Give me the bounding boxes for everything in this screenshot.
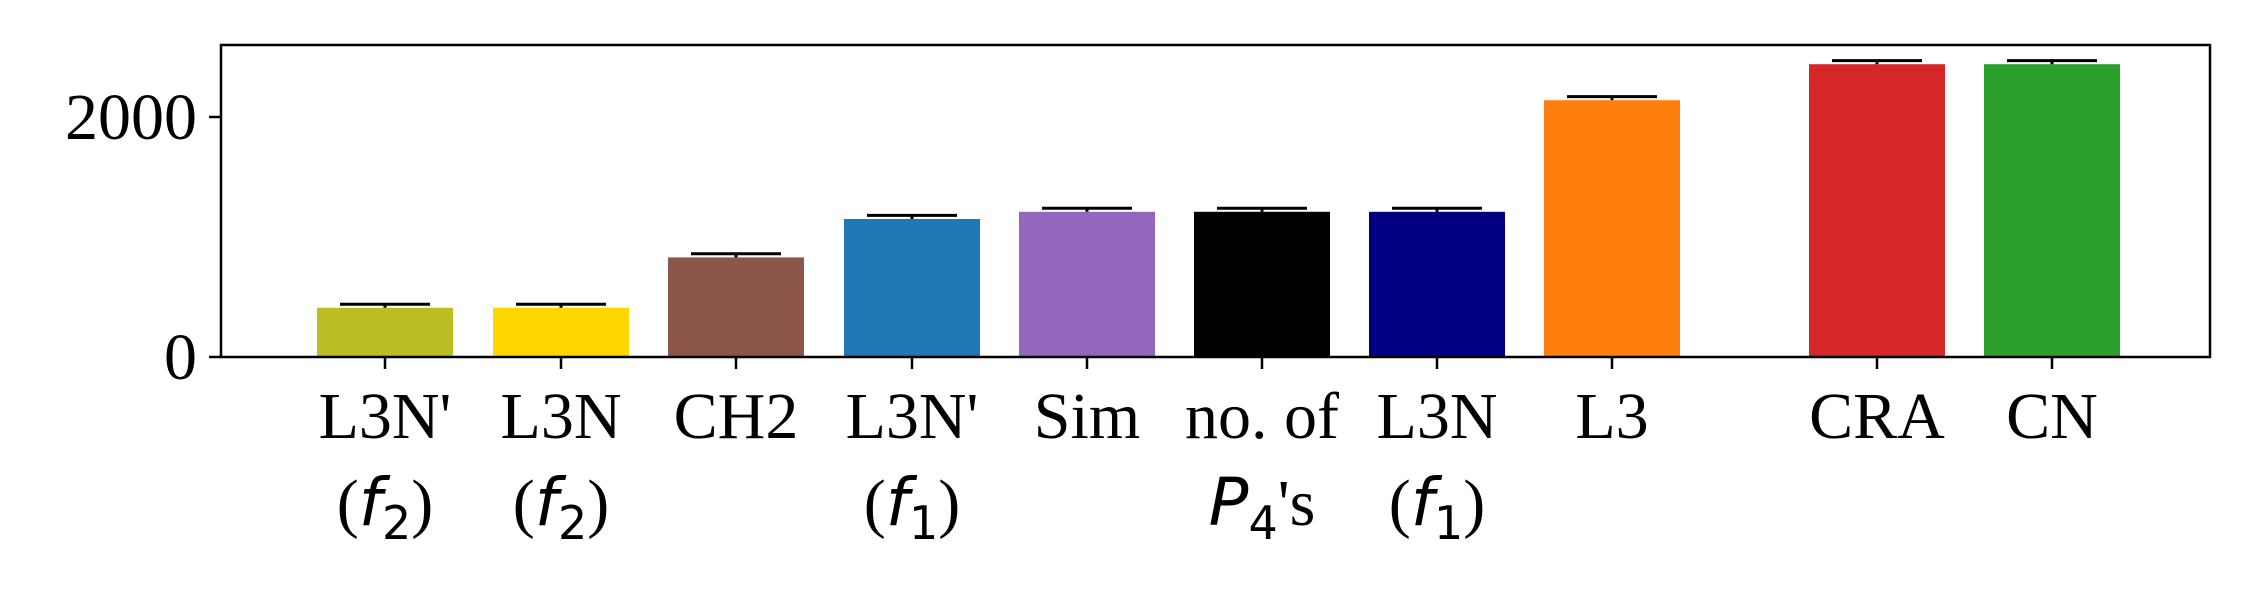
bar-1 bbox=[493, 307, 629, 357]
y-tick-label-1: 2000 bbox=[65, 81, 197, 154]
x-tick-label-7: L3 bbox=[1575, 380, 1648, 453]
x-tick-sublabel-6: (f1) bbox=[1389, 464, 1486, 550]
bar-4 bbox=[1019, 211, 1155, 357]
bar-7 bbox=[1544, 100, 1680, 357]
bar-6 bbox=[1369, 211, 1505, 357]
x-tick-label-5: no. of bbox=[1185, 380, 1339, 453]
bar-2 bbox=[668, 257, 804, 357]
bar-0 bbox=[317, 307, 453, 357]
bars bbox=[317, 59, 2120, 357]
x-tick-sublabel-5: P4's bbox=[1209, 464, 1316, 550]
bar-3 bbox=[844, 219, 980, 357]
x-tick-sublabel-1: (f2) bbox=[513, 464, 610, 550]
x-tick-sublabel-3: (f1) bbox=[864, 464, 961, 550]
y-tick-label-0: 0 bbox=[164, 321, 197, 394]
x-tick-label-2: CH2 bbox=[674, 380, 799, 453]
x-tick-sublabel-0: (f2) bbox=[337, 464, 434, 550]
bar-8 bbox=[1809, 64, 1945, 357]
x-tick-label-8: CRA bbox=[1809, 380, 1945, 453]
plot-frame bbox=[219, 43, 2212, 359]
bar-9 bbox=[1984, 64, 2120, 357]
x-tick-label-4: Sim bbox=[1034, 380, 1140, 453]
x-tick-label-9: CN bbox=[2006, 380, 2098, 453]
x-tick-label-3: L3N' bbox=[846, 380, 979, 453]
bar-5 bbox=[1194, 211, 1330, 357]
tick-labels: 0 2000 L3N' (f2) L3N (f2) CH2 L3N' (f1) Sim no. of… bbox=[65, 81, 2098, 550]
x-tick-label-6: L3N bbox=[1377, 380, 1498, 453]
axes bbox=[209, 43, 2212, 369]
x-tick-label-0: L3N' bbox=[319, 380, 452, 453]
x-tick-label-1: L3N bbox=[501, 380, 622, 453]
